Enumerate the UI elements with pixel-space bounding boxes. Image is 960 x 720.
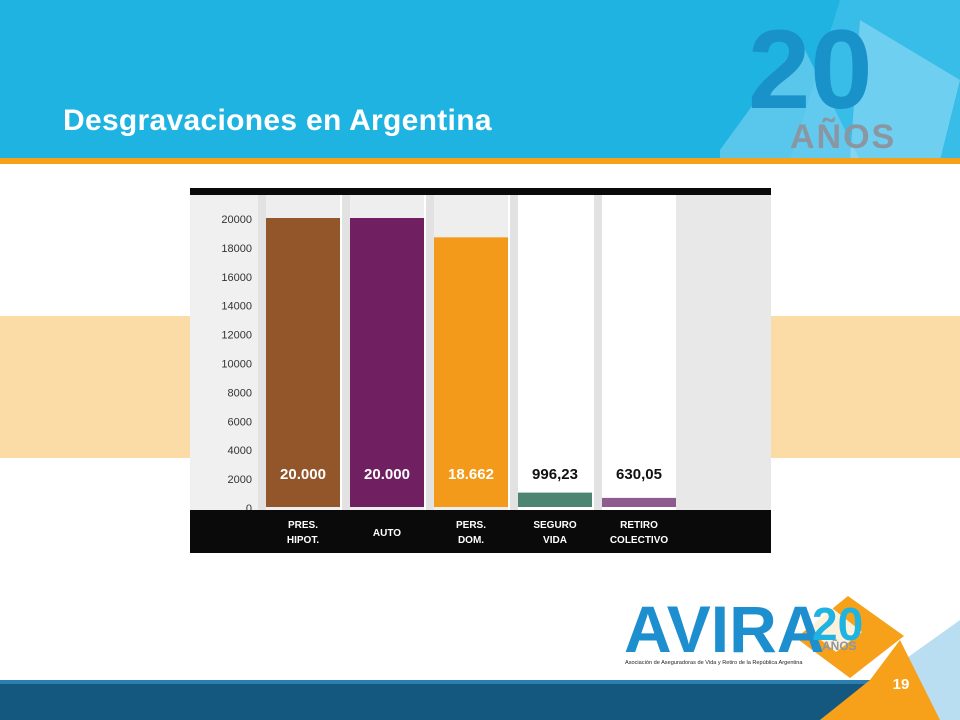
data-label: 20.000	[364, 466, 410, 483]
column-background	[602, 195, 676, 510]
y-tick-label: 2000	[228, 474, 252, 486]
page-number: 19	[892, 676, 910, 693]
x-axis-band	[190, 510, 771, 553]
column-gap	[426, 195, 434, 510]
logo-anniversary-word: AÑOS	[822, 638, 857, 653]
y-tick-label: 8000	[228, 387, 252, 399]
x-tick-label: AUTO	[373, 528, 401, 539]
x-tick-label: RETIRO	[620, 520, 658, 531]
data-label: 996,23	[532, 466, 578, 483]
logo-wordmark: AVIRA	[624, 592, 824, 666]
x-tick-label: PERS.	[456, 520, 486, 531]
x-tick-label: HIPOT.	[287, 535, 319, 546]
slide-title: Desgravaciones en Argentina	[63, 104, 492, 137]
y-tick-label: 20000	[221, 214, 252, 226]
y-tick-label: 18000	[221, 243, 252, 255]
anniversary-word: AÑOS	[790, 118, 896, 156]
y-tick-label: 12000	[221, 330, 252, 342]
x-tick-label: SEGURO	[533, 520, 577, 531]
page-corner-shape	[820, 620, 960, 720]
bar-3	[518, 492, 592, 507]
x-tick-label: PRES.	[288, 520, 318, 531]
y-tick-label: 6000	[228, 416, 252, 428]
y-tick-label: 16000	[221, 272, 252, 284]
y-tick-label: 4000	[228, 445, 252, 457]
header-divider	[0, 158, 960, 164]
anniversary-number: 20	[748, 7, 873, 132]
bar-4	[602, 497, 676, 507]
column-gap	[594, 195, 602, 510]
x-tick-label: DOM.	[458, 535, 484, 546]
data-label: 630,05	[616, 466, 662, 483]
x-tick-label: COLECTIVO	[610, 535, 669, 546]
footer-line	[0, 680, 960, 684]
deductions-chart: 0 2000 4000 6000 8000 10000 12000 14000 16000 180…	[190, 188, 771, 553]
chart-right-panel	[675, 195, 771, 510]
y-axis-panel	[190, 195, 260, 510]
bar-0	[266, 218, 340, 507]
y-tick-label: 14000	[221, 301, 252, 313]
chart-top-border	[190, 188, 771, 195]
column-gap	[260, 195, 266, 510]
anniversary-badge-icon: 20 AÑOS	[720, 0, 960, 160]
logo-anniversary-number: 20	[812, 598, 863, 650]
x-tick-label: VIDA	[543, 535, 567, 546]
bar-chart-svg: 0 2000 4000 6000 8000 10000 12000 14000 16000 180…	[190, 188, 771, 553]
slide-footer	[0, 684, 960, 720]
y-tick-label: 10000	[221, 359, 252, 371]
data-label: 18.662	[448, 466, 494, 483]
column-background	[518, 195, 592, 510]
bar-2	[434, 237, 508, 507]
slide-header: 20 AÑOS Desgravaciones en Argentina	[0, 0, 960, 160]
data-label: 20.000	[280, 466, 326, 483]
column-gap	[342, 195, 350, 510]
avira-logo: AVIRA 20 AÑOS Asociación de Aseguradoras…	[624, 592, 904, 678]
column-gap	[510, 195, 518, 510]
y-tick-label: 0	[246, 503, 252, 515]
bar-1	[350, 218, 424, 507]
logo-subtitle: Asociación de Aseguradoras de Vida y Ret…	[625, 660, 803, 666]
